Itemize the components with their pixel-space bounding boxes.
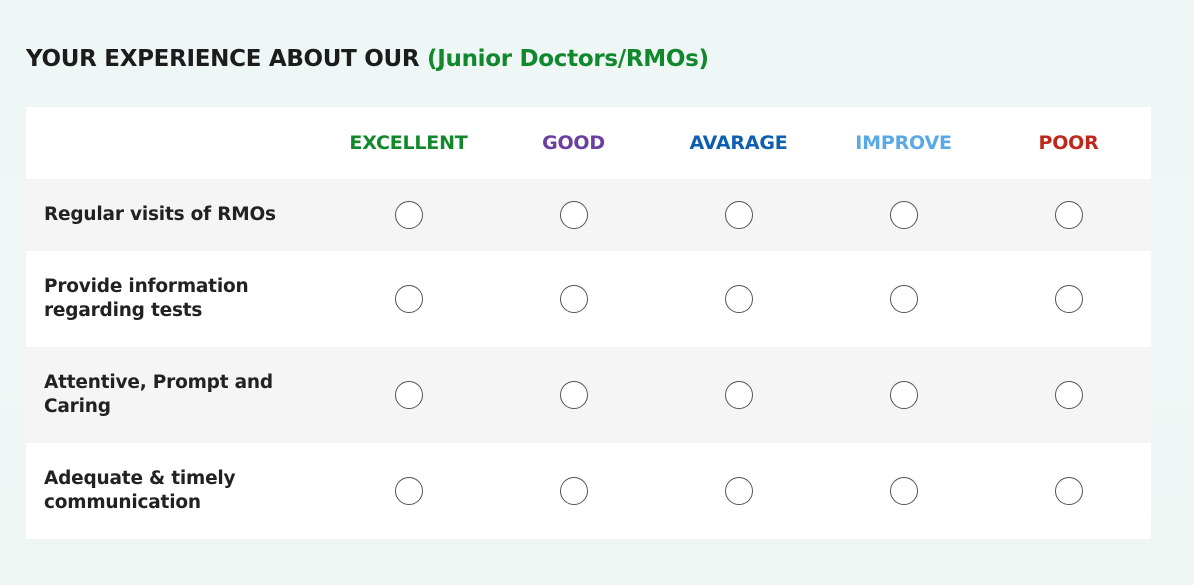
option-cell bbox=[656, 285, 821, 313]
radio-communication-good[interactable] bbox=[559, 477, 588, 505]
radio-provide-information-poor[interactable] bbox=[1054, 285, 1083, 313]
radio-regular-visits-improve[interactable] bbox=[889, 201, 918, 229]
row-label: Adequate & timely communication bbox=[44, 467, 326, 515]
column-header-label: IMPROVE bbox=[855, 132, 952, 154]
radio-communication-improve[interactable] bbox=[889, 477, 918, 505]
option-cell bbox=[491, 477, 656, 505]
table-row-adequate-communication: Adequate & timely communication bbox=[26, 443, 1151, 539]
column-header-label: POOR bbox=[1038, 132, 1099, 154]
table-row-provide-information: Provide information regarding tests bbox=[26, 251, 1151, 347]
radio-attentive-excellent[interactable] bbox=[394, 381, 423, 409]
row-label: Regular visits of RMOs bbox=[44, 203, 326, 227]
row-label: Provide information regarding tests bbox=[44, 275, 326, 323]
page-title-highlight: (Junior Doctors/RMOs) bbox=[427, 46, 709, 72]
column-header-good: GOOD bbox=[491, 132, 656, 154]
row-label-cell: Provide information regarding tests bbox=[26, 275, 326, 323]
column-header-excellent: EXCELLENT bbox=[326, 132, 491, 154]
option-cell bbox=[491, 381, 656, 409]
option-cell bbox=[986, 477, 1151, 505]
column-header-label: EXCELLENT bbox=[349, 132, 468, 154]
option-cell bbox=[821, 285, 986, 313]
row-label-line2: communication bbox=[44, 492, 201, 513]
row-label-cell: Attentive, Prompt and Caring bbox=[26, 371, 326, 419]
table-row-regular-visits: Regular visits of RMOs bbox=[26, 179, 1151, 251]
column-header-label: AVARAGE bbox=[689, 132, 788, 154]
option-cell bbox=[986, 201, 1151, 229]
radio-attentive-improve[interactable] bbox=[889, 381, 918, 409]
rating-table: EXCELLENT GOOD AVARAGE IMPROVE POOR Regu… bbox=[26, 107, 1151, 539]
row-label-line1: Regular visits of RMOs bbox=[44, 204, 276, 225]
option-cell bbox=[821, 381, 986, 409]
radio-communication-poor[interactable] bbox=[1054, 477, 1083, 505]
option-cell bbox=[326, 381, 491, 409]
radio-regular-visits-poor[interactable] bbox=[1054, 201, 1083, 229]
option-cell bbox=[326, 477, 491, 505]
row-label: Attentive, Prompt and Caring bbox=[44, 371, 326, 419]
radio-regular-visits-excellent[interactable] bbox=[394, 201, 423, 229]
radio-communication-average[interactable] bbox=[724, 477, 753, 505]
row-label-line2: Caring bbox=[44, 396, 111, 417]
radio-attentive-poor[interactable] bbox=[1054, 381, 1083, 409]
table-header-row: EXCELLENT GOOD AVARAGE IMPROVE POOR bbox=[26, 107, 1151, 179]
radio-attentive-good[interactable] bbox=[559, 381, 588, 409]
radio-communication-excellent[interactable] bbox=[394, 477, 423, 505]
radio-provide-information-improve[interactable] bbox=[889, 285, 918, 313]
column-header-poor: POOR bbox=[986, 132, 1151, 154]
row-label-cell: Regular visits of RMOs bbox=[26, 203, 326, 227]
option-cell bbox=[326, 285, 491, 313]
row-label-line1: Adequate & timely bbox=[44, 468, 236, 489]
radio-provide-information-excellent[interactable] bbox=[394, 285, 423, 313]
row-label-line2: regarding tests bbox=[44, 300, 203, 321]
radio-provide-information-good[interactable] bbox=[559, 285, 588, 313]
row-label-line1: Attentive, Prompt and bbox=[44, 372, 273, 393]
row-label-cell: Adequate & timely communication bbox=[26, 467, 326, 515]
table-row-attentive-prompt-caring: Attentive, Prompt and Caring bbox=[26, 347, 1151, 443]
option-cell bbox=[986, 285, 1151, 313]
option-cell bbox=[821, 477, 986, 505]
radio-regular-visits-average[interactable] bbox=[724, 201, 753, 229]
radio-provide-information-average[interactable] bbox=[724, 285, 753, 313]
column-header-label: GOOD bbox=[542, 132, 605, 154]
row-label-line1: Provide information bbox=[44, 276, 249, 297]
column-header-average: AVARAGE bbox=[656, 132, 821, 154]
page-title-prefix: YOUR EXPERIENCE ABOUT OUR bbox=[26, 46, 420, 72]
radio-regular-visits-good[interactable] bbox=[559, 201, 588, 229]
option-cell bbox=[986, 381, 1151, 409]
option-cell bbox=[821, 201, 986, 229]
option-cell bbox=[656, 477, 821, 505]
radio-attentive-average[interactable] bbox=[724, 381, 753, 409]
option-cell bbox=[491, 285, 656, 313]
column-header-improve: IMPROVE bbox=[821, 132, 986, 154]
page-title: YOUR EXPERIENCE ABOUT OUR (Junior Doctor… bbox=[26, 46, 709, 72]
option-cell bbox=[656, 381, 821, 409]
option-cell bbox=[326, 201, 491, 229]
option-cell bbox=[656, 201, 821, 229]
option-cell bbox=[491, 201, 656, 229]
